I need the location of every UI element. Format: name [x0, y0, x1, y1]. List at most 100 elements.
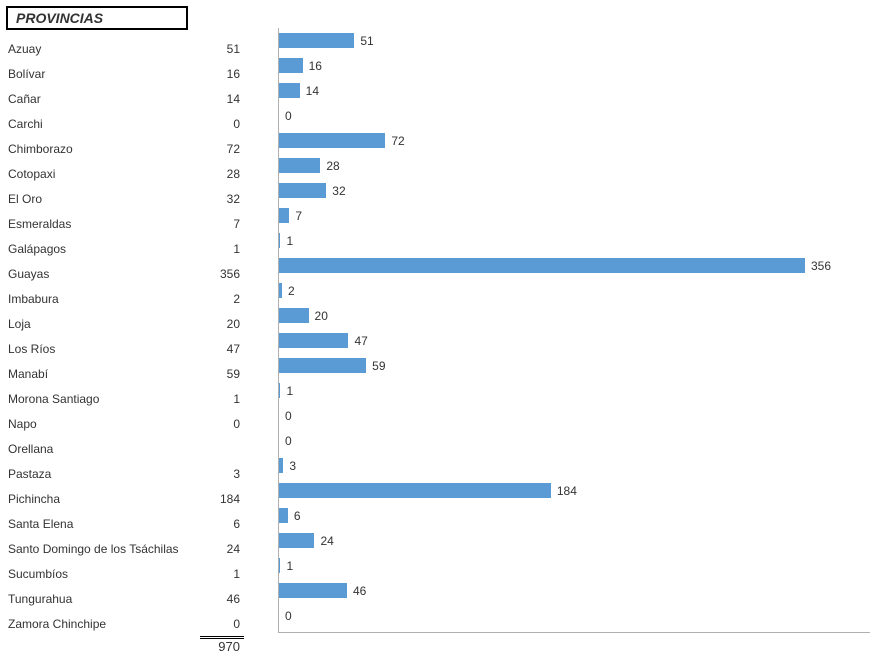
- province-label: Guayas: [6, 267, 200, 281]
- bar-row: 24: [279, 528, 870, 553]
- bar-row: 1: [279, 553, 870, 578]
- bar-value-label: 20: [315, 309, 328, 323]
- bar-row: 6: [279, 503, 870, 528]
- chart-container: PROVINCIAS Azuay51Bolívar16Cañar14Carchi…: [0, 0, 892, 657]
- province-label: Santo Domingo de los Tsáchilas: [6, 542, 200, 556]
- bar-value-label: 6: [294, 509, 301, 523]
- bar: [279, 358, 366, 373]
- bar: [279, 383, 280, 398]
- bar-value-label: 51: [360, 34, 373, 48]
- total-row: 970: [6, 636, 260, 658]
- bar: [279, 258, 805, 273]
- province-value: 28: [200, 167, 244, 181]
- province-value: 7: [200, 217, 244, 231]
- bar-row: 28: [279, 153, 870, 178]
- bar-row: 184: [279, 478, 870, 503]
- bar-value-label: 72: [391, 134, 404, 148]
- bar: [279, 83, 300, 98]
- bar-row: 16: [279, 53, 870, 78]
- province-value: 1: [200, 392, 244, 406]
- bar: [279, 458, 283, 473]
- bar: [279, 58, 303, 73]
- province-value: 0: [200, 117, 244, 131]
- bar: [279, 158, 320, 173]
- table-row: Carchi0: [6, 111, 260, 136]
- province-value: 2: [200, 292, 244, 306]
- province-label: Santa Elena: [6, 517, 200, 531]
- province-label: Manabí: [6, 367, 200, 381]
- bar-value-label: 0: [285, 409, 292, 423]
- bar-row: 32: [279, 178, 870, 203]
- bar: [279, 233, 280, 248]
- bar: [279, 133, 385, 148]
- bar-row: 0: [279, 603, 870, 628]
- province-label: Sucumbíos: [6, 567, 200, 581]
- bar-value-label: 47: [354, 334, 367, 348]
- bar-value-label: 0: [285, 434, 292, 448]
- table-row: Chimborazo72: [6, 136, 260, 161]
- table-row: Santa Elena6: [6, 511, 260, 536]
- bar-value-label: 46: [353, 584, 366, 598]
- bar-row: 1: [279, 228, 870, 253]
- table-row: Pastaza3: [6, 461, 260, 486]
- province-value: 47: [200, 342, 244, 356]
- bar-value-label: 7: [295, 209, 302, 223]
- province-label: Los Ríos: [6, 342, 200, 356]
- bar: [279, 508, 288, 523]
- province-label: Morona Santiago: [6, 392, 200, 406]
- total-value: 970: [200, 636, 244, 654]
- province-label: Napo: [6, 417, 200, 431]
- table-row: Azuay51: [6, 36, 260, 61]
- province-value: 32: [200, 192, 244, 206]
- province-label: Imbabura: [6, 292, 200, 306]
- table-row: Pichincha184: [6, 486, 260, 511]
- bar-row: 72: [279, 128, 870, 153]
- table-row: Sucumbíos1: [6, 561, 260, 586]
- province-label: Pichincha: [6, 492, 200, 506]
- bar-value-label: 356: [811, 259, 831, 273]
- province-label: Loja: [6, 317, 200, 331]
- province-value: 20: [200, 317, 244, 331]
- province-value: 3: [200, 467, 244, 481]
- table-row: Santo Domingo de los Tsáchilas24: [6, 536, 260, 561]
- bar-row: 59: [279, 353, 870, 378]
- bar-row: 47: [279, 328, 870, 353]
- table-row: Zamora Chinchipe0: [6, 611, 260, 636]
- table-row: Galápagos1: [6, 236, 260, 261]
- table-row: Guayas356: [6, 261, 260, 286]
- bar-row: 0: [279, 428, 870, 453]
- bar-value-label: 3: [289, 459, 296, 473]
- table-row: Tungurahua46: [6, 586, 260, 611]
- table-row: Napo0: [6, 411, 260, 436]
- bar-row: 7: [279, 203, 870, 228]
- bar-row: 3: [279, 453, 870, 478]
- province-value: 184: [200, 492, 244, 506]
- province-label: El Oro: [6, 192, 200, 206]
- bar: [279, 308, 309, 323]
- province-value: 356: [200, 267, 244, 281]
- bar-value-label: 1: [286, 559, 293, 573]
- bar-value-label: 32: [332, 184, 345, 198]
- province-value: 1: [200, 567, 244, 581]
- data-table: PROVINCIAS Azuay51Bolívar16Cañar14Carchi…: [0, 0, 260, 657]
- province-value: 46: [200, 592, 244, 606]
- table-row: Los Ríos47: [6, 336, 260, 361]
- province-value: 51: [200, 42, 244, 56]
- province-label: Carchi: [6, 117, 200, 131]
- province-value: 16: [200, 67, 244, 81]
- table-row: Loja20: [6, 311, 260, 336]
- bar: [279, 33, 354, 48]
- bar-row: 1: [279, 378, 870, 403]
- bar: [279, 558, 280, 573]
- bar-row: 20: [279, 303, 870, 328]
- province-label: Chimborazo: [6, 142, 200, 156]
- table-row: Morona Santiago1: [6, 386, 260, 411]
- bar-value-label: 1: [286, 234, 293, 248]
- bar-row: 2: [279, 278, 870, 303]
- table-row: Cotopaxi28: [6, 161, 260, 186]
- province-value: 0: [200, 617, 244, 631]
- province-label: Cañar: [6, 92, 200, 106]
- bar-row: 14: [279, 78, 870, 103]
- bar-value-label: 16: [309, 59, 322, 73]
- bar-value-label: 24: [320, 534, 333, 548]
